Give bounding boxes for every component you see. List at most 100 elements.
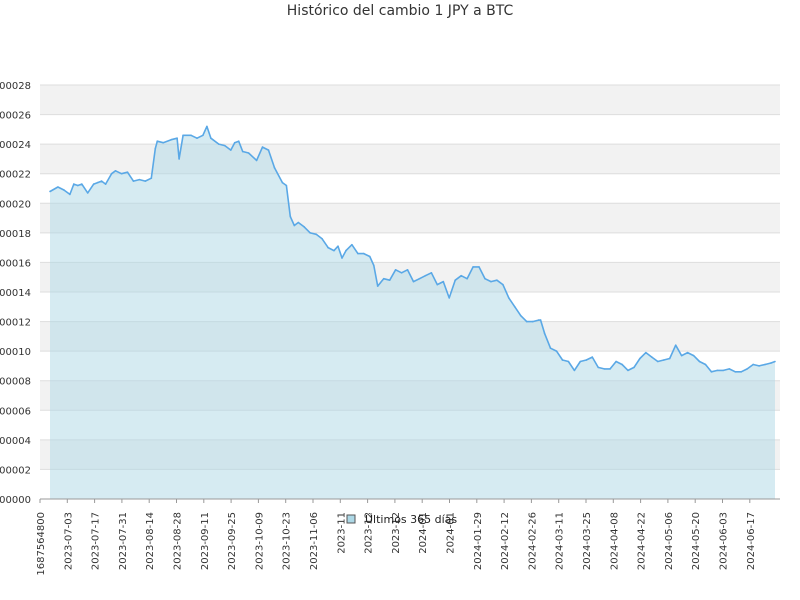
data-point [418, 277, 421, 280]
data-point [345, 249, 347, 252]
x-tick-label: 2024-03-11 [555, 512, 566, 570]
series-area-layer [49, 125, 776, 500]
data-point [704, 363, 707, 366]
data-point [156, 140, 159, 142]
x-tick-label: 2023-11-06 [309, 512, 320, 570]
x-tick-label: 2023-07-31 [118, 512, 129, 570]
data-point [531, 320, 534, 323]
data-point [680, 354, 683, 357]
series-area [50, 126, 775, 500]
data-point [176, 137, 178, 140]
data-point [662, 359, 665, 361]
y-tick-label: 000016 [0, 258, 31, 269]
data-point [627, 369, 629, 372]
data-point [233, 141, 236, 144]
data-point [502, 283, 504, 286]
x-tick-label: 2024-02-26 [527, 512, 538, 570]
data-point [196, 137, 198, 140]
data-point [591, 356, 594, 358]
data-point [639, 357, 641, 360]
data-point [746, 368, 748, 370]
data-point [466, 277, 468, 280]
data-point [63, 189, 65, 191]
data-point [603, 368, 605, 370]
data-point [218, 143, 220, 145]
data-point [273, 167, 276, 169]
data-point [351, 243, 353, 246]
x-tick-label: 2023-10-09 [254, 512, 265, 570]
data-point [303, 226, 306, 228]
data-point [120, 172, 123, 175]
data-point [651, 356, 653, 358]
x-tick-label: 2024-01-29 [473, 512, 484, 570]
data-point [770, 362, 772, 364]
data-point [49, 190, 51, 193]
y-tick-label: 000014 [0, 288, 31, 299]
data-point [229, 149, 232, 151]
data-point [297, 221, 300, 224]
legend-label[interactable]: Últimos 365 días [365, 513, 457, 526]
data-point [394, 269, 397, 271]
data-point [430, 271, 433, 274]
data-point [758, 365, 760, 367]
data-point [210, 137, 212, 140]
data-point [315, 233, 317, 236]
data-point [206, 125, 208, 128]
data-point [382, 277, 385, 280]
data-point [567, 360, 570, 363]
x-tick-label: 2023-09-11 [200, 512, 211, 570]
legend-swatch[interactable] [346, 514, 356, 524]
x-tick-label: 2024-06-17 [746, 512, 757, 570]
data-point [585, 359, 588, 361]
data-point [412, 280, 415, 283]
data-point [247, 152, 250, 154]
data-point [716, 369, 719, 372]
data-point [728, 368, 731, 370]
data-point [267, 149, 270, 151]
data-point [579, 360, 582, 363]
data-point [657, 360, 659, 363]
x-tick-label: 2024-06-03 [719, 512, 730, 570]
y-tick-label: 000010 [0, 347, 31, 358]
data-point [333, 249, 335, 252]
x-tick-label: 2023-12 [391, 512, 402, 554]
data-point [327, 246, 329, 249]
data-point [341, 257, 343, 259]
data-point [478, 266, 480, 268]
axes [39, 498, 780, 503]
data-point [561, 359, 564, 361]
data-point [424, 274, 427, 277]
data-point [138, 178, 141, 181]
data-point [609, 368, 611, 370]
data-point [376, 285, 379, 287]
legend: Últimos 365 días [346, 513, 457, 526]
data-point [490, 280, 492, 283]
data-point [255, 159, 258, 162]
data-point [442, 280, 445, 283]
data-point [110, 172, 113, 175]
x-tick-label: 2024-04-08 [609, 512, 620, 570]
data-point [549, 347, 552, 349]
y-tick-label: 000008 [0, 377, 31, 388]
data-point [92, 183, 95, 185]
data-point [77, 184, 79, 187]
data-point [774, 360, 776, 363]
data-point [764, 363, 766, 366]
data-point [674, 344, 677, 347]
data-point [178, 158, 180, 160]
x-tick-label: 1687564800 [36, 512, 47, 576]
data-point [406, 269, 409, 271]
data-point [293, 224, 296, 227]
data-point [460, 274, 462, 277]
data-point [150, 177, 153, 179]
data-point [100, 180, 103, 182]
data-point [645, 351, 647, 354]
data-point [519, 314, 522, 317]
data-point [237, 140, 240, 142]
data-point [114, 169, 117, 172]
data-point [525, 320, 528, 323]
data-point [400, 271, 403, 274]
y-tick-label: 000028 [0, 81, 31, 92]
data-point [170, 138, 172, 141]
